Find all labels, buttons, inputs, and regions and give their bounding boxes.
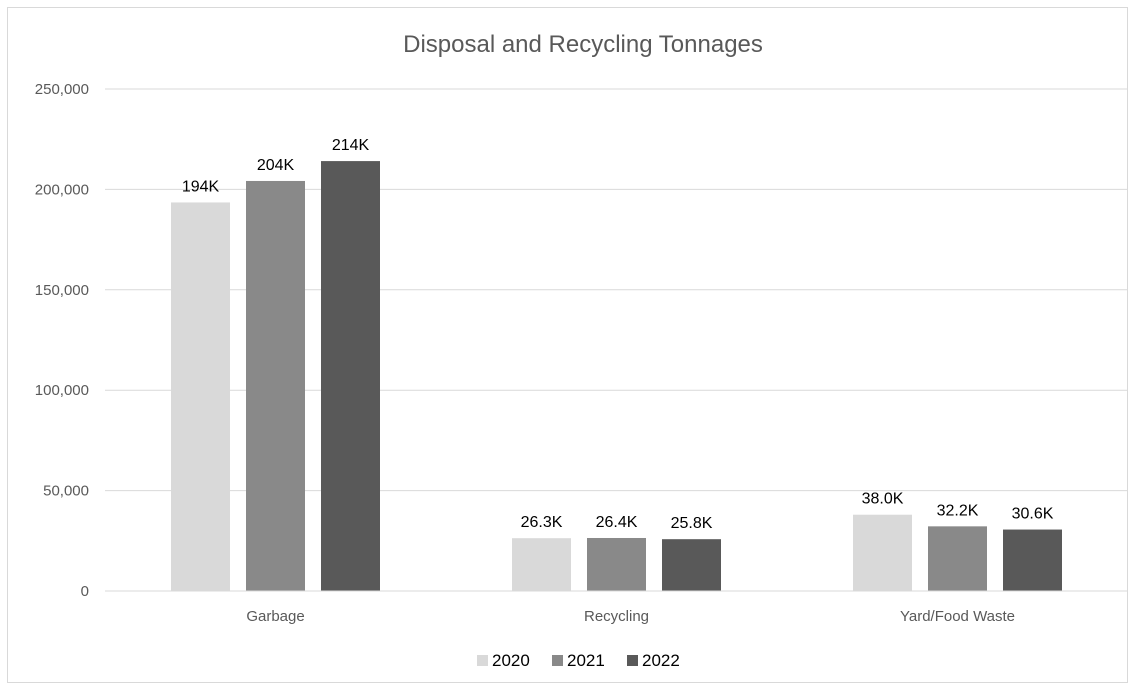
bar-2022-recycling	[662, 539, 721, 591]
x-tick-label: Yard/Food Waste	[900, 608, 1015, 625]
data-labels: 194K 204K 214K 26.3K 26.4K 25.8K 38.0K 32.2K 30.…	[182, 137, 1054, 532]
x-tick-label: Garbage	[246, 608, 304, 625]
bar-2020-garbage	[171, 202, 230, 591]
bar-2021-yard-food-waste	[928, 526, 987, 591]
data-label: 204K	[257, 157, 295, 174]
data-label: 32.2K	[937, 502, 979, 519]
bar-2022-yard-food-waste	[1003, 529, 1062, 591]
data-label: 30.6K	[1012, 506, 1054, 523]
legend-swatch	[477, 655, 488, 666]
bar-2021-recycling	[587, 537, 646, 591]
legend-label: 2021	[567, 651, 605, 670]
x-tick-label: Recycling	[584, 608, 649, 625]
legend-label: 2020	[492, 651, 530, 670]
x-axis: Garbage Recycling Yard/Food Waste	[105, 590, 1128, 625]
y-tick-label: 250,000	[35, 81, 89, 98]
y-tick-label: 0	[81, 583, 89, 600]
legend-label: 2022	[642, 651, 680, 670]
legend: 2020 2021 2022	[477, 651, 680, 670]
chart-title: Disposal and Recycling Tonnages	[403, 31, 763, 58]
bar-2020-recycling	[512, 538, 571, 591]
data-label: 26.4K	[596, 514, 638, 531]
y-tick-label: 200,000	[35, 181, 89, 198]
data-label: 38.0K	[862, 491, 904, 508]
bar-2021-garbage	[246, 180, 305, 591]
legend-swatch	[627, 655, 638, 666]
y-tick-label: 100,000	[35, 382, 89, 399]
data-label: 25.8K	[671, 515, 713, 532]
bar-2020-yard-food-waste	[853, 514, 912, 591]
data-label: 26.3K	[521, 514, 563, 531]
data-label: 214K	[332, 137, 370, 154]
bar-2022-garbage	[321, 161, 380, 591]
y-tick-label: 50,000	[43, 483, 89, 500]
bars	[171, 161, 1062, 591]
y-tick-label: 150,000	[35, 282, 89, 299]
y-axis-tick-labels: 0 50,000 100,000 150,000 200,000 250,000	[35, 81, 89, 600]
legend-swatch	[552, 655, 563, 666]
data-label: 194K	[182, 178, 220, 195]
